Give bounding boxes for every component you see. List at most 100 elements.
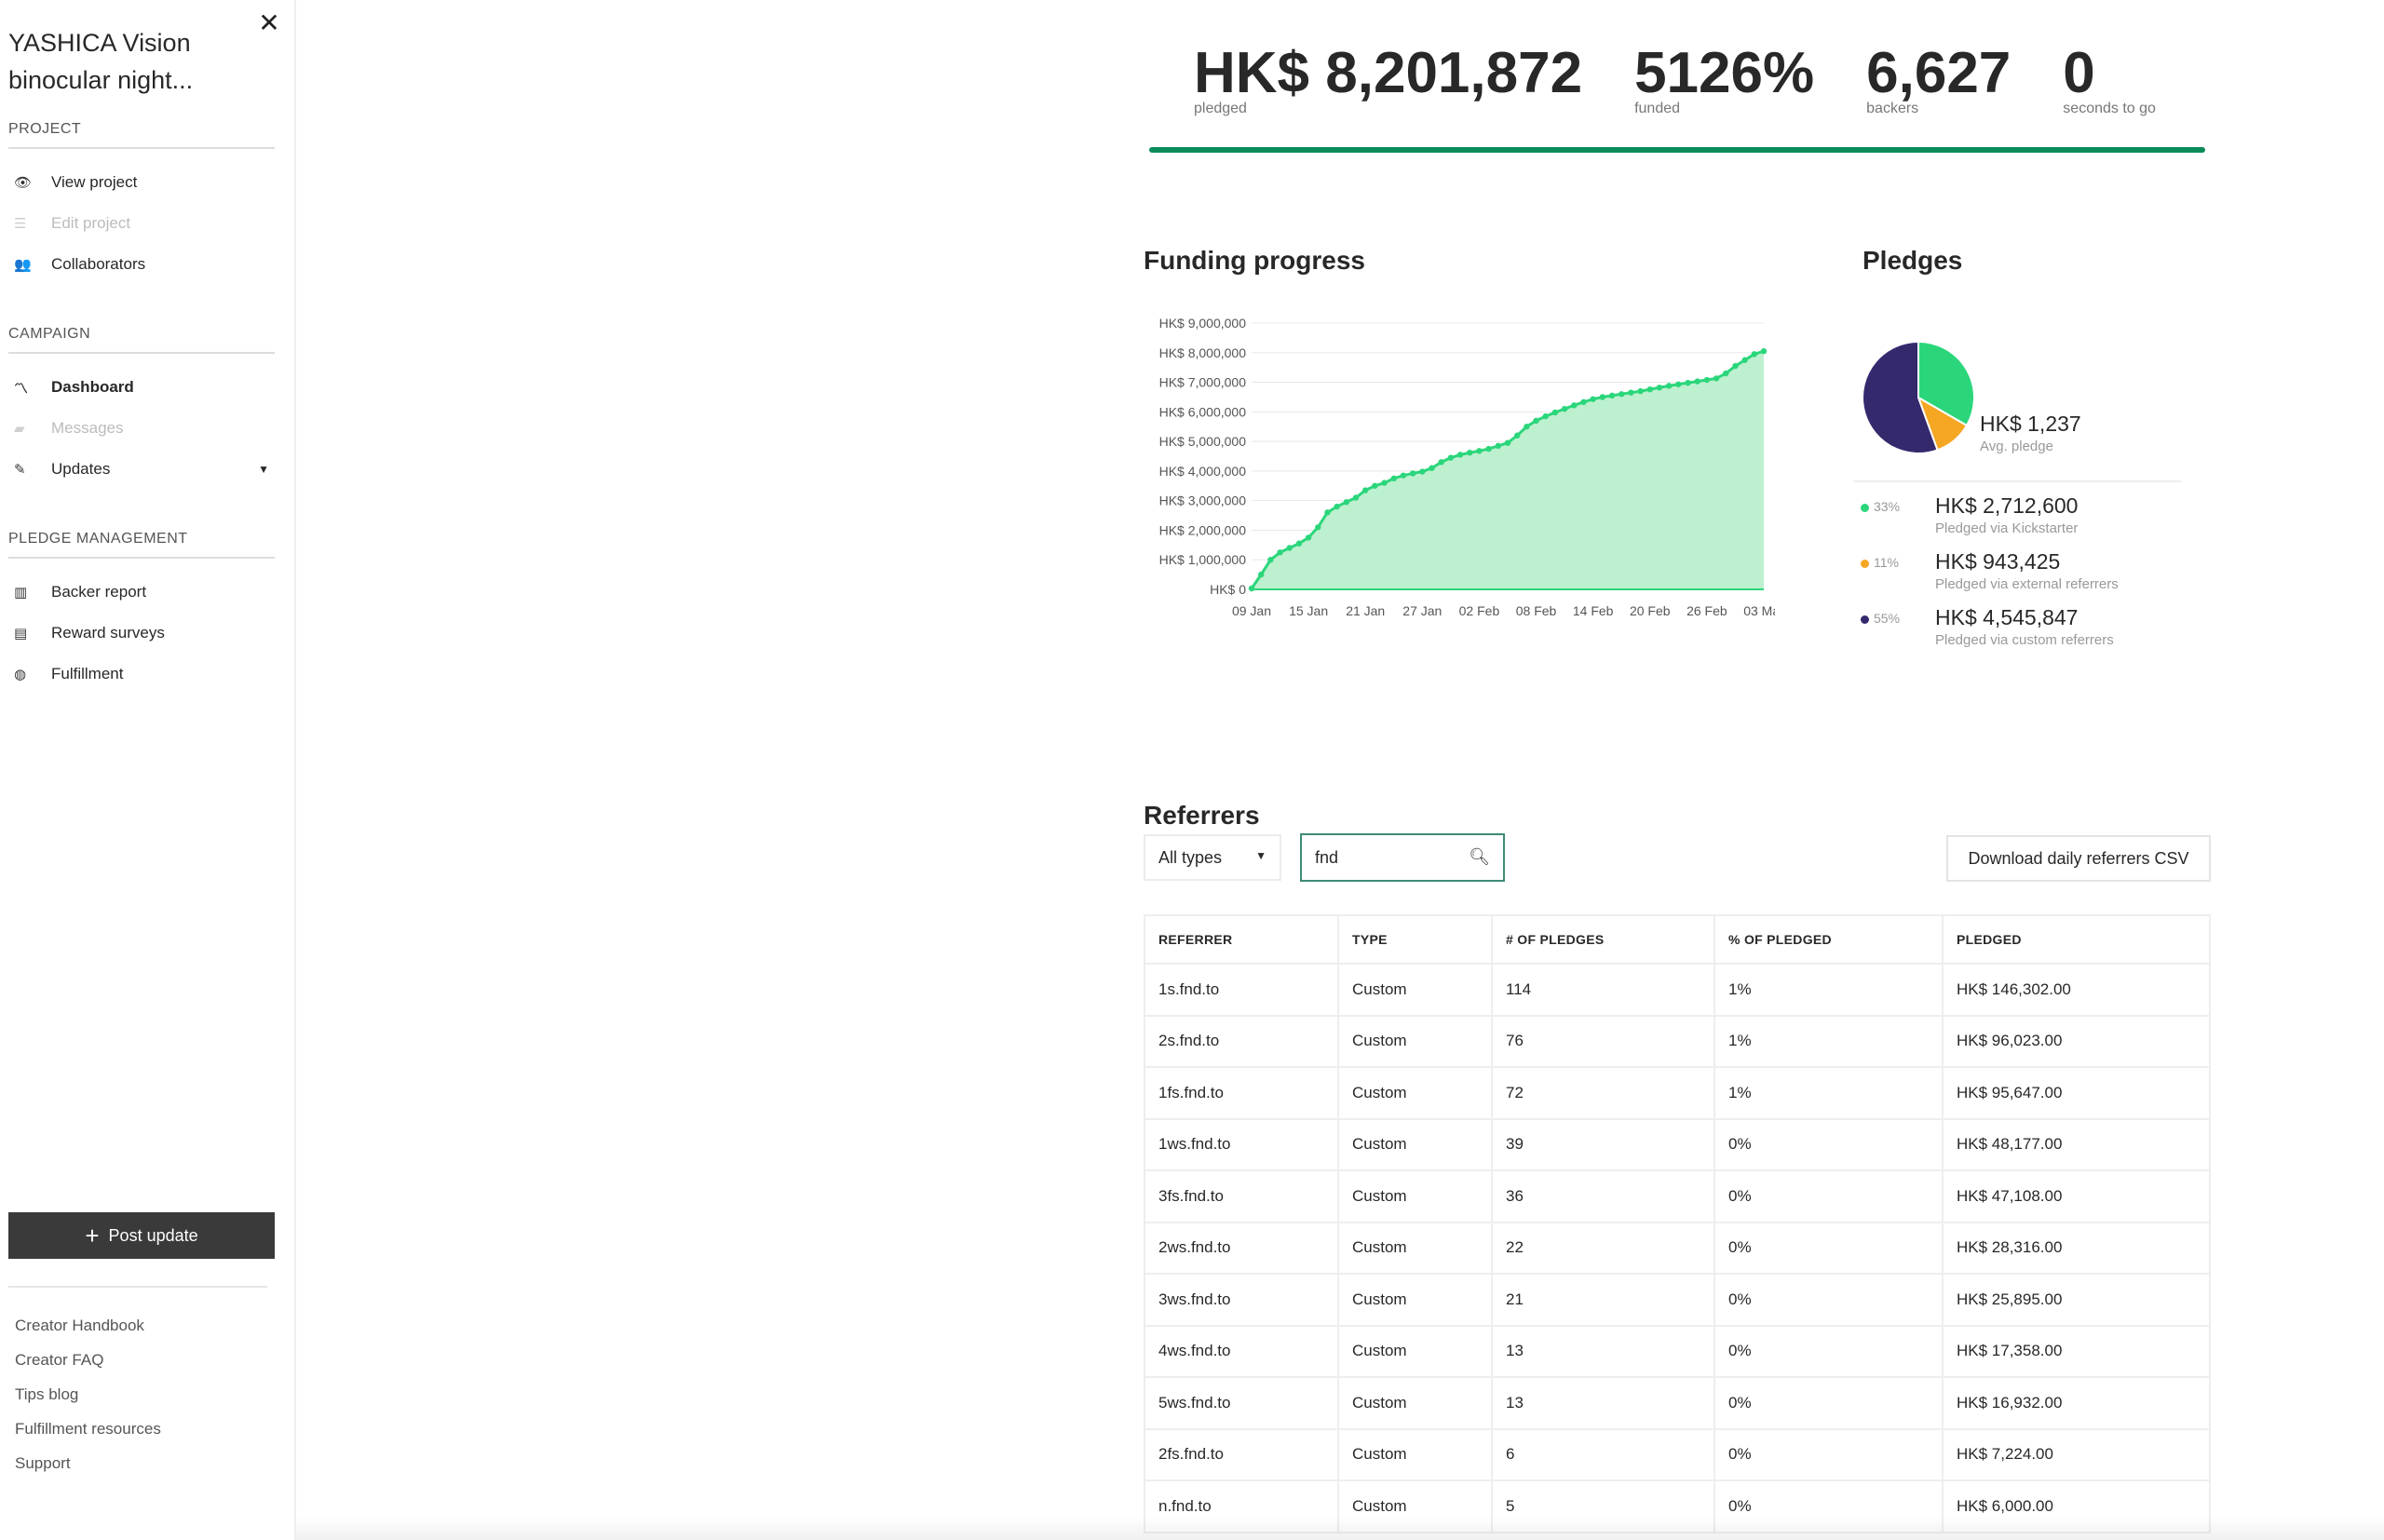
- pledge-pct: 11%: [1874, 555, 1899, 570]
- sidebar-item-backer-report[interactable]: ▥ Backer report: [8, 572, 275, 613]
- table-cell: 2s.fnd.to: [1144, 1014, 1339, 1068]
- table-cell: HK$ 25,895.00: [1942, 1273, 2211, 1327]
- referrer-type-select[interactable]: All types ▼: [1144, 834, 1281, 881]
- data-point: [1599, 394, 1606, 400]
- table-cell: 5: [1491, 1479, 1715, 1533]
- table-cell: 5ws.fnd.to: [1144, 1376, 1339, 1430]
- data-point: [1352, 494, 1360, 501]
- section-project: PROJECT 👁 View project ☰ Edit project 👥 …: [8, 121, 275, 285]
- footer-link-creator-handbook[interactable]: Creator Handbook: [15, 1317, 144, 1334]
- sidebar-item-label: Edit project: [51, 214, 131, 232]
- chevron-down-icon[interactable]: ▼: [258, 463, 269, 476]
- table-cell: 13: [1491, 1324, 1715, 1378]
- post-update-button[interactable]: + Post update: [8, 1212, 275, 1259]
- table-cell: 72: [1491, 1066, 1715, 1120]
- sidebar-item-view-project[interactable]: 👁 View project: [8, 162, 275, 203]
- globe-icon: ◍: [14, 667, 27, 682]
- footer-link-fulfillment-resources[interactable]: Fulfillment resources: [15, 1420, 161, 1438]
- column-header-pct[interactable]: % OF PLEDGED: [1714, 914, 1944, 965]
- table-cell: 2ws.fnd.to: [1144, 1221, 1339, 1275]
- table-cell: 76: [1491, 1014, 1715, 1068]
- data-point: [1675, 381, 1682, 387]
- x-tick-label: 08 Feb: [1516, 603, 1557, 618]
- data-point: [1343, 499, 1350, 506]
- table-cell: Custom: [1337, 1014, 1493, 1068]
- pledge-sub: Pledged via Kickstarter: [1935, 520, 2079, 536]
- search-icon[interactable]: 🔍︎: [1469, 847, 1490, 866]
- table-row: 2s.fnd.to Custom 76 1% HK$ 96,023.00: [1144, 1014, 2211, 1068]
- data-point: [1524, 424, 1530, 430]
- sidebar-item-dashboard[interactable]: 〽 Dashboard: [8, 367, 275, 408]
- stat-label: pledged: [1194, 101, 1247, 116]
- sidebar-item-label: Dashboard: [51, 378, 134, 396]
- sidebar-item-reward-surveys[interactable]: ▤ Reward surveys: [8, 613, 275, 654]
- stat-backers: 6,627 backers: [1866, 43, 2011, 117]
- stats-bar: HK$ 8,201,872 pledged 5126% funded 6,627…: [1194, 43, 2156, 117]
- table-cell: 0%: [1714, 1273, 1944, 1327]
- sidebar-item-collaborators[interactable]: 👥 Collaborators: [8, 244, 275, 285]
- table-cell: 0%: [1714, 1117, 1944, 1171]
- data-point: [1305, 534, 1312, 541]
- column-header-pledged[interactable]: PLEDGED: [1942, 914, 2211, 965]
- avg-pledge-label: Avg. pledge: [1980, 439, 2053, 454]
- data-point: [1504, 439, 1511, 446]
- section-label: CAMPAIGN: [8, 326, 275, 354]
- message-icon: ▰: [14, 421, 25, 437]
- table-cell: Custom: [1337, 1427, 1493, 1481]
- legend-dot: [1861, 615, 1869, 624]
- pledge-amount: HK$ 2,712,600: [1935, 493, 2079, 518]
- sidebar-item-label: Backer report: [51, 583, 147, 601]
- column-header-pledges[interactable]: # OF PLEDGES: [1491, 914, 1715, 965]
- stat-value: 0: [2063, 41, 2095, 105]
- stat-seconds-to-go: 0 seconds to go: [2063, 43, 2156, 117]
- table-cell: 36: [1491, 1169, 1715, 1223]
- table-cell: 4ws.fnd.to: [1144, 1324, 1339, 1378]
- pledge-source-external: 11% HK$ 943,425 Pledged via external ref…: [1861, 549, 2119, 592]
- data-point: [1571, 402, 1578, 409]
- table-row: 2ws.fnd.to Custom 22 0% HK$ 28,316.00: [1144, 1221, 2211, 1275]
- data-point: [1533, 417, 1539, 425]
- close-icon[interactable]: ✕: [258, 8, 280, 37]
- column-header-type[interactable]: TYPE: [1337, 914, 1493, 965]
- table-cell: Custom: [1337, 1324, 1493, 1378]
- table-cell: 6: [1491, 1427, 1715, 1481]
- referrer-search: 🔍︎: [1300, 833, 1505, 882]
- footer-link-support[interactable]: Support: [15, 1454, 71, 1472]
- table-cell: HK$ 95,647.00: [1942, 1066, 2211, 1120]
- table-row: 1ws.fnd.to Custom 39 0% HK$ 48,177.00: [1144, 1117, 2211, 1171]
- referrer-search-input[interactable]: [1302, 847, 1460, 868]
- x-tick-label: 21 Jan: [1346, 603, 1385, 618]
- pledge-amount: HK$ 943,425: [1935, 549, 2061, 574]
- pledge-sub: Pledged via custom referrers: [1935, 632, 2114, 648]
- download-csv-button[interactable]: Download daily referrers CSV: [1946, 835, 2211, 882]
- footer-link-creator-faq[interactable]: Creator FAQ: [15, 1351, 104, 1369]
- chevron-down-icon: ▼: [1255, 849, 1266, 862]
- y-tick-label: HK$ 4,000,000: [1159, 464, 1247, 479]
- y-tick-label: HK$ 0: [1210, 582, 1246, 597]
- sidebar-item-updates[interactable]: ✎ Updates ▼: [8, 449, 275, 490]
- data-point: [1381, 480, 1388, 486]
- data-point: [1324, 509, 1331, 516]
- table-cell: 13: [1491, 1376, 1715, 1430]
- data-point: [1551, 409, 1559, 416]
- sidebar-item-label: Collaborators: [51, 255, 146, 273]
- data-point: [1760, 347, 1768, 355]
- column-header-referrer[interactable]: REFERRER: [1144, 914, 1339, 965]
- data-point: [1315, 524, 1321, 531]
- eye-icon: 👁: [14, 175, 33, 191]
- sidebar-item-fulfillment[interactable]: ◍ Fulfillment: [8, 654, 275, 695]
- data-point: [1665, 383, 1673, 389]
- y-tick-label: HK$ 3,000,000: [1159, 493, 1247, 508]
- table-row: 3fs.fnd.to Custom 36 0% HK$ 47,108.00: [1144, 1169, 2211, 1223]
- data-point: [1334, 503, 1340, 510]
- x-tick-label: 27 Jan: [1402, 603, 1442, 618]
- data-point: [1362, 487, 1369, 493]
- footer-link-tips-blog[interactable]: Tips blog: [15, 1385, 79, 1403]
- avg-pledge: HK$ 1,237 Avg. pledge: [1980, 412, 2081, 454]
- plus-icon: +: [85, 1222, 100, 1250]
- table-row: 1s.fnd.to Custom 114 1% HK$ 146,302.00: [1144, 963, 2211, 1017]
- x-tick-label: 03 Mar: [1743, 603, 1775, 618]
- referrers-title: Referrers: [1144, 801, 1260, 830]
- table-cell: HK$ 16,932.00: [1942, 1376, 2211, 1430]
- funding-progress-bar: [1149, 147, 2205, 153]
